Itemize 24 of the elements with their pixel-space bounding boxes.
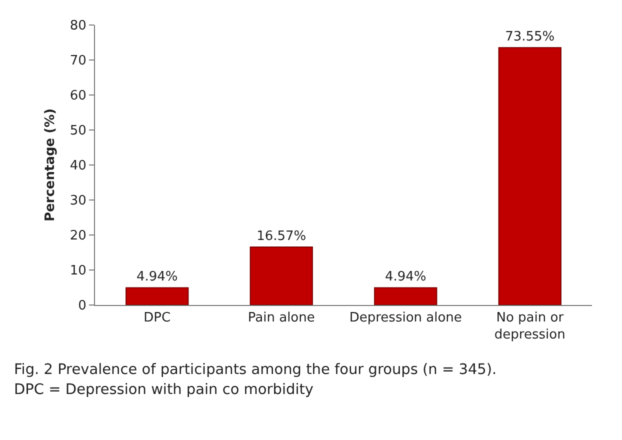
data-label: 73.55% xyxy=(505,30,555,45)
x-tick-label: DPC xyxy=(144,310,171,326)
y-tick-label: 40 xyxy=(70,158,86,174)
data-label: 4.94% xyxy=(136,270,178,285)
y-tick-label: 0 xyxy=(78,298,86,314)
y-tick-label: 50 xyxy=(70,124,86,139)
text: DPC = Depression with pain co morbidity xyxy=(14,381,314,400)
caption: Fig. 2 Prevalence of participants among the four groups (n = 345). xyxy=(14,361,498,380)
bar xyxy=(498,47,562,305)
y-tick-label: 80 xyxy=(70,18,86,34)
y-tick-label: 70 xyxy=(70,54,86,69)
y-tick-label: 60 xyxy=(70,88,86,104)
x-tick-label: Depression alone xyxy=(349,310,462,326)
data-label: 16.57% xyxy=(256,229,306,244)
x-tick-label: No pain or depression xyxy=(494,310,566,342)
data-label: 4.94% xyxy=(384,270,426,285)
y-tick-label: 10 xyxy=(70,264,86,279)
bar xyxy=(374,287,438,305)
y-axis-title: Percentage (%) xyxy=(42,108,58,222)
y-tick-label: 20 xyxy=(70,228,86,244)
bar xyxy=(126,287,189,305)
x-tick-label: Pain alone xyxy=(248,310,315,326)
bar xyxy=(250,246,313,305)
y-tick-label: 30 xyxy=(70,194,86,209)
